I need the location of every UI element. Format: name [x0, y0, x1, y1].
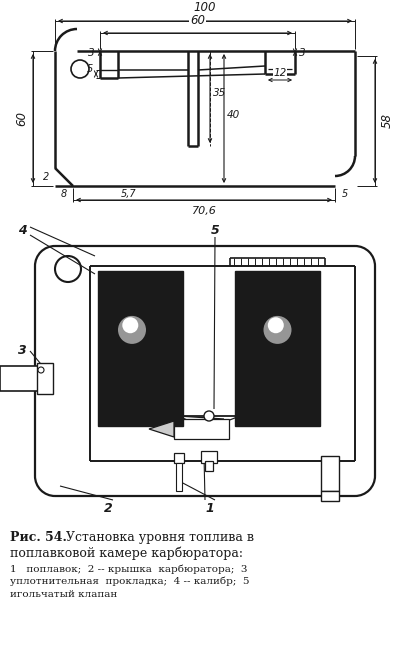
- Circle shape: [118, 316, 146, 344]
- Text: 5,7: 5,7: [121, 189, 137, 199]
- Text: 100: 100: [194, 1, 216, 14]
- Text: 3: 3: [88, 48, 95, 59]
- Circle shape: [204, 411, 214, 421]
- Text: игольчатый клапан: игольчатый клапан: [10, 590, 117, 599]
- Bar: [235, 271, 320, 426]
- Bar: [205, 461, 213, 471]
- Bar: [98, 271, 183, 426]
- Text: 40: 40: [227, 110, 240, 120]
- Text: 5: 5: [87, 64, 93, 74]
- Bar: [201, 451, 217, 463]
- Circle shape: [264, 316, 292, 344]
- Text: 12: 12: [273, 68, 287, 78]
- Bar: [0, 366, 52, 391]
- Text: 60: 60: [190, 14, 205, 27]
- Text: 8: 8: [61, 189, 67, 199]
- Polygon shape: [149, 421, 174, 437]
- Text: 2: 2: [104, 502, 112, 514]
- Bar: [176, 463, 182, 491]
- Text: Рис. 54.: Рис. 54.: [10, 531, 67, 544]
- Bar: [37, 363, 53, 394]
- Circle shape: [38, 367, 44, 373]
- Bar: [174, 419, 229, 439]
- Text: 3: 3: [299, 48, 306, 59]
- Text: уплотнительная  прокладка;  4 -- калибр;  5: уплотнительная прокладка; 4 -- калибр; 5: [10, 577, 250, 586]
- Bar: [321, 491, 339, 501]
- Text: 5: 5: [342, 189, 348, 199]
- Text: 2: 2: [43, 172, 49, 182]
- Text: 70,6: 70,6: [192, 206, 216, 216]
- Text: поплавковой камере карбюратора:: поплавковой камере карбюратора:: [10, 547, 243, 561]
- Text: 1   поплавок;  2 -- крышка  карбюратора;  3: 1 поплавок; 2 -- крышка карбюратора; 3: [10, 564, 248, 574]
- Text: 4: 4: [18, 225, 26, 237]
- Bar: [174, 453, 184, 463]
- Circle shape: [268, 317, 284, 333]
- Text: 35: 35: [213, 87, 226, 98]
- Bar: [321, 456, 339, 491]
- Text: 58: 58: [381, 114, 394, 128]
- Circle shape: [122, 317, 138, 333]
- Text: Установка уровня топлива в: Установка уровня топлива в: [62, 531, 254, 544]
- Text: 60: 60: [15, 111, 28, 126]
- Text: 1: 1: [206, 502, 214, 514]
- Text: 5: 5: [211, 225, 219, 237]
- Text: 3: 3: [18, 344, 26, 358]
